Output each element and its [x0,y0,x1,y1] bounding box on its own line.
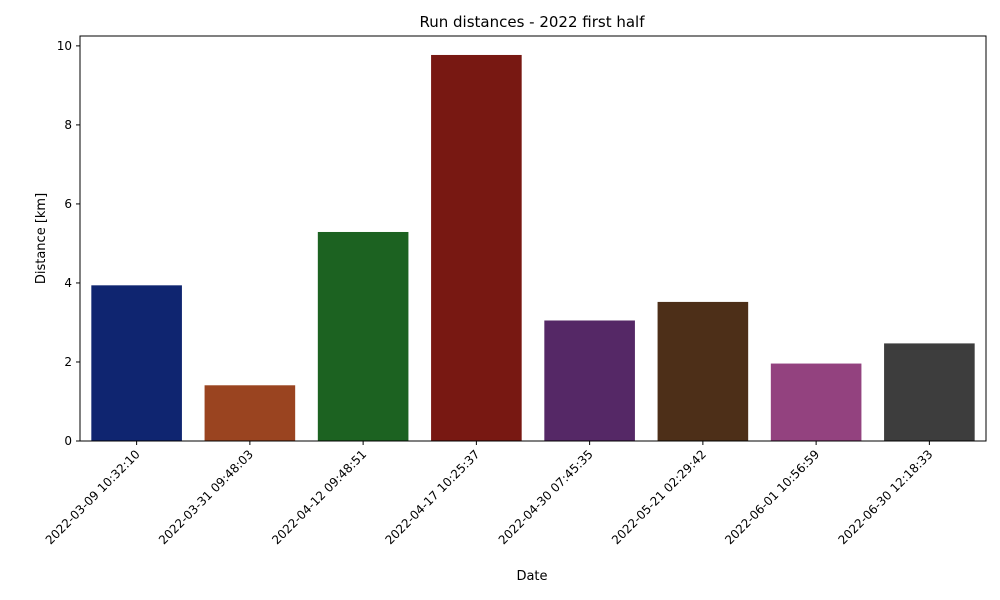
x-tick-label: 2022-06-01 10:56:59 [722,447,822,547]
x-tick-label: 2022-04-12 09:48:51 [269,447,369,547]
y-tick-label: 8 [64,118,72,132]
y-tick-label: 4 [64,276,72,290]
bar [317,231,409,441]
bar [91,285,182,441]
y-tick-label: 6 [64,197,72,211]
bar [204,385,296,441]
x-tick-label: 2022-03-09 10:32:10 [43,447,143,547]
bar [431,54,522,442]
bar [544,320,635,441]
y-axis-label: Distance [km] [34,193,49,284]
y-tick-label: 2 [64,355,72,369]
bars-group [91,54,975,442]
x-axis: 2022-03-09 10:32:10 2022-03-31 09:48:03 20… [43,441,935,547]
chart-title: Run distances - 2022 first half [419,13,645,31]
bar [770,363,862,441]
x-tick-label: 2022-05-21 02:29:42 [609,447,709,547]
x-tick-label: 2022-03-31 09:48:03 [156,447,256,547]
bar [657,301,749,441]
y-tick-label: 0 [64,434,72,448]
x-tick-label: 2022-06-30 12:18:33 [835,447,935,547]
x-axis-label: Date [516,569,547,584]
x-tick-label: 2022-04-30 07:45:35 [496,447,596,547]
bar [884,343,975,441]
plot-frame [79,35,987,442]
y-tick-label: 10 [57,39,72,53]
x-tick-label: 2022-04-17 10:25:37 [382,447,482,547]
y-axis: 0 2 4 6 8 10 [57,39,80,448]
